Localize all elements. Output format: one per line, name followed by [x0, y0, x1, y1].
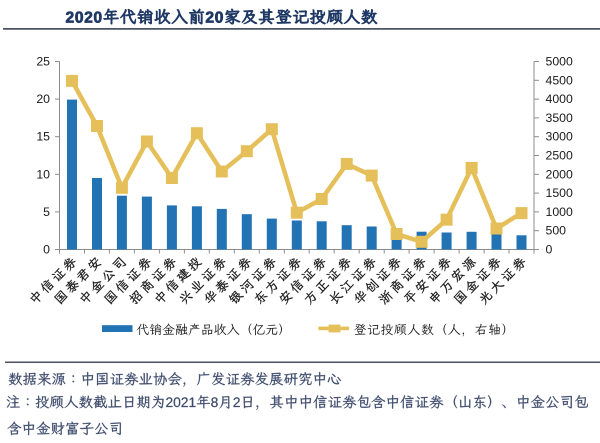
svg-text:0: 0: [546, 243, 553, 257]
svg-text:500: 500: [546, 224, 567, 238]
svg-text:4500: 4500: [546, 73, 574, 87]
svg-text:4000: 4000: [546, 92, 574, 106]
svg-text:10: 10: [36, 167, 50, 181]
svg-text:15: 15: [36, 130, 50, 144]
svg-text:2000: 2000: [546, 167, 574, 181]
svg-text:0: 0: [43, 243, 50, 257]
svg-text:3000: 3000: [546, 130, 574, 144]
svg-text:1000: 1000: [546, 205, 574, 219]
svg-text:5000: 5000: [546, 55, 574, 69]
svg-text:1500: 1500: [546, 186, 574, 200]
svg-text:5: 5: [43, 205, 50, 219]
svg-text:2500: 2500: [546, 149, 574, 163]
svg-text:20: 20: [36, 92, 50, 106]
svg-text:25: 25: [36, 55, 50, 69]
svg-text:3500: 3500: [546, 111, 574, 125]
